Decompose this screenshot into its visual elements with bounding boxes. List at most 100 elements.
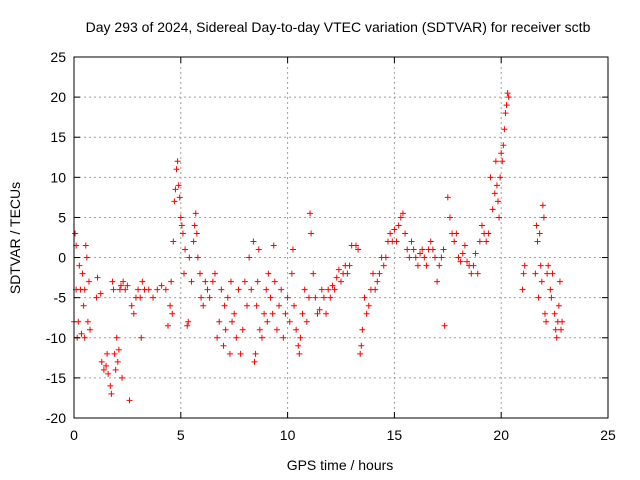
- data-point-marker: [291, 302, 298, 309]
- data-point-marker: [82, 242, 89, 249]
- data-point-marker: [255, 246, 262, 253]
- data-point-marker: [359, 326, 366, 333]
- data-point-marker: [533, 222, 540, 229]
- data-point-marker: [76, 262, 83, 269]
- data-point-marker: [555, 302, 562, 309]
- data-point-marker: [414, 262, 421, 269]
- data-point-marker: [202, 278, 209, 285]
- data-point-marker: [263, 286, 270, 293]
- data-point-marker: [419, 246, 426, 253]
- data-point-marker: [335, 266, 342, 273]
- data-point-marker: [492, 158, 499, 165]
- axis-ticks: 0 5 10 15 20 25 -20 -15 -10 -5 0 5 10 15 20 25: [46, 49, 616, 443]
- y-axis-label: SDTVAR / TECUs: [7, 182, 23, 294]
- data-point-marker: [553, 334, 560, 341]
- data-point-marker: [491, 190, 498, 197]
- data-point-marker: [178, 222, 185, 229]
- y-tick-label: -15: [46, 370, 66, 386]
- data-point-marker: [206, 294, 213, 301]
- data-point-marker: [233, 334, 240, 341]
- data-point-marker: [402, 230, 409, 237]
- data-point-marker: [297, 334, 304, 341]
- x-tick-label: 25: [600, 427, 616, 443]
- data-point-marker: [248, 286, 255, 293]
- data-point-marker: [261, 310, 268, 317]
- x-tick-label: 5: [177, 427, 185, 443]
- y-tick-label: 0: [58, 250, 66, 266]
- data-point-marker: [399, 210, 406, 217]
- data-point-marker: [79, 270, 86, 277]
- data-point-marker: [253, 302, 260, 309]
- data-point-marker: [105, 370, 112, 377]
- data-point-marker: [303, 318, 310, 325]
- data-point-marker: [521, 262, 528, 269]
- data-point-marker: [559, 318, 566, 325]
- data-point-marker: [496, 214, 503, 221]
- data-point-marker: [164, 322, 171, 329]
- data-point-marker: [173, 166, 180, 173]
- data-point-marker: [145, 286, 152, 293]
- data-point-marker: [538, 278, 545, 285]
- data-point-marker: [305, 294, 312, 301]
- data-point-marker: [252, 350, 259, 357]
- data-point-marker: [176, 194, 183, 201]
- data-point-marker: [441, 322, 448, 329]
- data-point-marker: [224, 294, 231, 301]
- data-point-marker: [431, 254, 438, 261]
- data-point-marker: [412, 254, 419, 261]
- data-point-marker: [295, 342, 302, 349]
- data-point-marker: [489, 206, 496, 213]
- data-point-marker: [293, 326, 300, 333]
- data-point-marker: [505, 94, 512, 101]
- data-point-marker: [98, 358, 105, 365]
- data-point-marker: [556, 278, 563, 285]
- data-point-marker: [126, 397, 133, 404]
- data-point-marker: [338, 278, 344, 285]
- data-point-marker: [312, 294, 319, 301]
- data-point-marker: [85, 278, 92, 285]
- data-point-marker: [158, 282, 165, 289]
- data-point-marker: [558, 326, 565, 333]
- data-point-marker: [211, 270, 218, 277]
- data-point-marker: [485, 230, 492, 237]
- data-point-marker: [497, 174, 504, 181]
- data-point-marker: [269, 310, 276, 317]
- data-point-marker: [540, 214, 547, 221]
- data-point-marker: [286, 318, 293, 325]
- data-point-marker: [408, 238, 415, 245]
- data-point-marker: [169, 310, 176, 317]
- data-point-marker: [172, 186, 179, 193]
- data-point-marker: [301, 286, 308, 293]
- data-point-marker: [329, 282, 336, 289]
- data-point-marker: [214, 334, 221, 341]
- data-point-marker: [190, 238, 197, 245]
- x-axis-label: GPS time / hours: [287, 457, 394, 473]
- data-point-marker: [204, 286, 211, 293]
- data-point-marker: [244, 302, 251, 309]
- data-point-marker: [434, 278, 441, 285]
- data-point-marker: [498, 150, 505, 157]
- data-point-marker: [250, 238, 257, 245]
- data-point-marker: [284, 294, 291, 301]
- data-point-marker: [451, 238, 458, 245]
- data-point-marker: [545, 262, 552, 269]
- data-point-marker: [87, 326, 94, 333]
- data-point-marker: [239, 326, 246, 333]
- data-point-marker: [124, 282, 131, 289]
- data-point-marker: [355, 246, 362, 253]
- data-point-marker: [427, 238, 434, 245]
- y-tick-label: 5: [58, 209, 66, 225]
- data-point-marker: [265, 270, 272, 277]
- data-point-marker: [271, 278, 278, 285]
- x-tick-label: 20: [493, 427, 509, 443]
- data-point-marker: [174, 158, 181, 165]
- data-point-marker: [75, 318, 82, 325]
- data-point-marker: [177, 214, 184, 221]
- data-point-marker: [404, 246, 411, 253]
- data-point-marker: [103, 362, 110, 369]
- data-point-marker: [363, 310, 370, 317]
- data-point-marker: [380, 262, 387, 269]
- data-point-marker: [365, 302, 372, 309]
- data-point-marker: [318, 286, 325, 293]
